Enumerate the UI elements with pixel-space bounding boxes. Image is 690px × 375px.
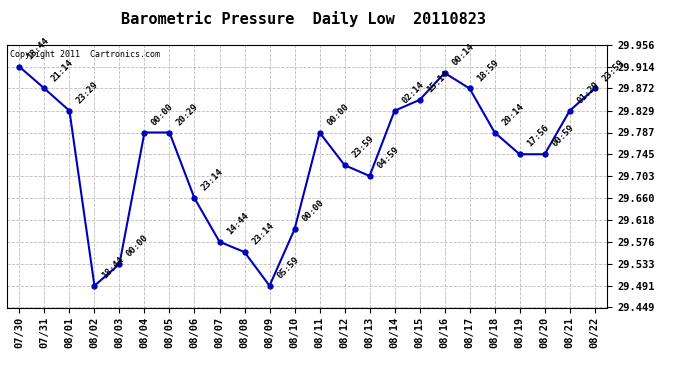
- Text: 05:59: 05:59: [275, 255, 300, 280]
- Text: 23:14: 23:14: [250, 221, 275, 246]
- Text: 01:29: 01:29: [575, 80, 600, 105]
- Text: 00:59: 00:59: [550, 123, 575, 149]
- Text: 00:00: 00:00: [150, 102, 175, 127]
- Text: 00:00: 00:00: [325, 102, 351, 127]
- Text: 02:14: 02:14: [400, 80, 426, 105]
- Text: 23:59: 23:59: [600, 58, 626, 83]
- Text: 15:14: 15:14: [425, 69, 451, 94]
- Text: 18:44: 18:44: [25, 36, 50, 61]
- Text: 23:29: 23:29: [75, 80, 100, 105]
- Text: 00:14: 00:14: [450, 42, 475, 68]
- Text: 21:14: 21:14: [50, 58, 75, 83]
- Text: 17:56: 17:56: [525, 123, 551, 149]
- Text: 00:00: 00:00: [300, 198, 326, 224]
- Text: 18:59: 18:59: [475, 58, 500, 83]
- Text: 20:29: 20:29: [175, 102, 200, 127]
- Text: 18:44: 18:44: [100, 255, 126, 280]
- Text: 23:14: 23:14: [200, 167, 226, 193]
- Text: 04:59: 04:59: [375, 145, 400, 170]
- Text: Barometric Pressure  Daily Low  20110823: Barometric Pressure Daily Low 20110823: [121, 11, 486, 27]
- Text: 14:44: 14:44: [225, 211, 250, 236]
- Text: 20:14: 20:14: [500, 102, 526, 127]
- Text: 00:00: 00:00: [125, 233, 150, 258]
- Text: 23:59: 23:59: [350, 134, 375, 160]
- Text: Copyright 2011  Cartronics.com: Copyright 2011 Cartronics.com: [10, 50, 160, 59]
